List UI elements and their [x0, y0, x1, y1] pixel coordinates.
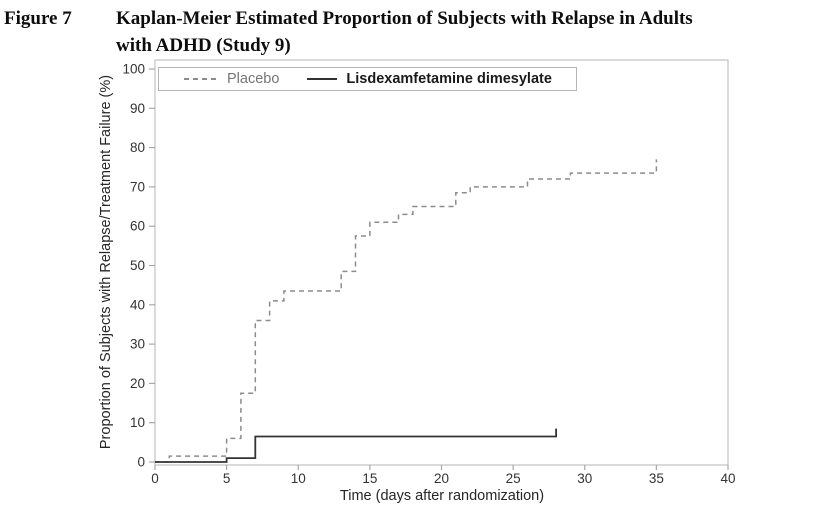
x-tick-label: 20: [434, 471, 449, 486]
x-tick-label: 0: [151, 471, 159, 486]
legend: Placebo Lisdexamfetamine dimesylate: [158, 67, 577, 91]
y-tick-label: 10: [130, 415, 145, 430]
x-tick-label: 25: [506, 471, 521, 486]
y-tick-label: 90: [130, 101, 145, 116]
figure-title: Kaplan-Meier Estimated Proportion of Sub…: [116, 5, 840, 59]
plot-frame: [154, 59, 729, 466]
legend-ldx-line-swatch: [307, 78, 338, 80]
y-tick-label: 40: [130, 297, 145, 312]
y-tick-label: 100: [122, 62, 145, 77]
x-axis-title: Time (days after randomization): [339, 488, 545, 504]
x-tick-label: 15: [362, 471, 377, 486]
y-tick-label: 20: [130, 376, 145, 391]
x-tick-label: 10: [291, 471, 306, 486]
x-tick-label: 5: [223, 471, 231, 486]
x-tick-label: 35: [649, 471, 664, 486]
figure-label: Figure 7: [4, 8, 72, 29]
legend-placebo-line-swatch: [184, 78, 218, 80]
y-tick-label: 70: [130, 179, 145, 194]
x-tick-label: 30: [577, 471, 592, 486]
x-tick-label: 40: [720, 471, 735, 486]
figure-title-line1: Kaplan-Meier Estimated Proportion of Sub…: [116, 8, 693, 29]
y-tick-label: 60: [130, 219, 145, 234]
figure-header: Figure 7 Kaplan-Meier Estimated Proporti…: [4, 5, 840, 59]
y-tick-label: 80: [130, 140, 145, 155]
y-tick-label: 30: [130, 337, 145, 352]
y-axis-title: Proportion of Subjects with Relapse/Trea…: [98, 74, 114, 450]
y-tick-label: 50: [130, 258, 145, 273]
figure-title-line2: with ADHD (Study 9): [116, 35, 291, 56]
legend-placebo-label: Placebo: [227, 71, 280, 87]
legend-ldx-label: Lisdexamfetamine dimesylate: [346, 71, 552, 87]
placebo-series-line: [155, 159, 658, 463]
lisdexamfetamine-dimesylate-series-line: [155, 428, 557, 463]
y-tick-label: 0: [137, 455, 145, 470]
